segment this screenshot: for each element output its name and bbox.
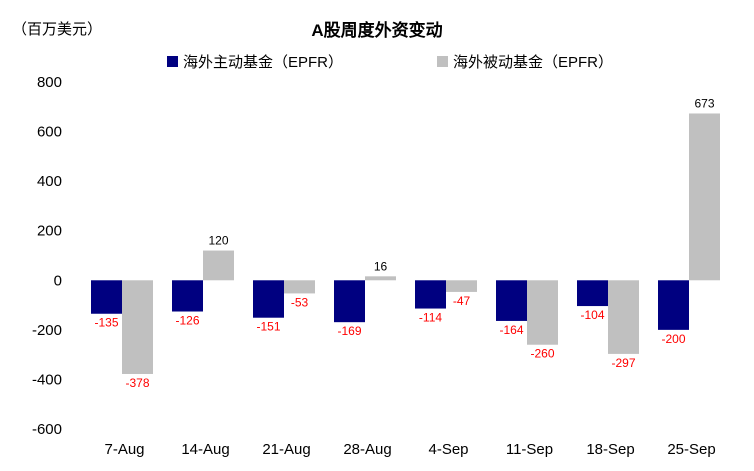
data-label: -297 <box>611 356 635 370</box>
bar-passive <box>608 280 639 354</box>
legend-label-passive: 海外被动基金（EPFR） <box>453 54 613 71</box>
x-tick-label: 28-Aug <box>343 441 391 458</box>
data-label: -151 <box>256 320 280 334</box>
x-tick-label: 25-Sep <box>667 441 715 458</box>
x-tick-label: 18-Sep <box>586 441 634 458</box>
bar-passive <box>365 276 396 281</box>
x-axis: 7-Aug 14-Aug 21-Aug 28-Aug 4-Sep 11-Sep 18-Sep… <box>104 441 715 458</box>
y-tick-label: 600 <box>37 124 62 141</box>
legend-swatch-passive <box>437 56 448 67</box>
data-label: 120 <box>208 234 228 248</box>
data-label: -53 <box>291 295 309 309</box>
bar-passive <box>122 280 153 374</box>
data-labels: -135-378-126120-151-53-16916-114-47-164-… <box>94 96 714 389</box>
bar-passive <box>203 250 234 281</box>
chart-title: A股周度外资变动 <box>311 20 442 40</box>
y-tick-label: 200 <box>37 223 62 240</box>
bars <box>91 113 720 374</box>
x-tick-label: 14-Aug <box>181 441 229 458</box>
data-label: 673 <box>694 96 714 110</box>
x-tick-label: 11-Sep <box>506 441 553 458</box>
data-label: -114 <box>419 311 442 325</box>
y-tick-label: -200 <box>32 322 62 339</box>
bar-active <box>253 280 284 318</box>
bar-active <box>415 280 446 309</box>
legend-label-active: 海外主动基金（EPFR） <box>183 54 343 71</box>
bar-active <box>91 280 122 314</box>
data-label: -47 <box>453 294 471 308</box>
data-label: -200 <box>661 332 685 346</box>
y-axis: 800 600 400 200 0 -200 -400 -600 <box>32 74 62 438</box>
y-tick-label: 0 <box>54 272 62 289</box>
bar-passive <box>446 280 477 292</box>
legend: 海外主动基金（EPFR） 海外被动基金（EPFR） <box>167 54 613 71</box>
y-tick-label: 400 <box>37 173 62 190</box>
bar-active <box>334 280 365 323</box>
data-label: -126 <box>175 314 199 328</box>
data-label: -135 <box>94 316 118 330</box>
data-label: -260 <box>530 347 554 361</box>
x-tick-label: 4-Sep <box>428 441 468 458</box>
legend-swatch-active <box>167 56 178 67</box>
bar-active <box>496 280 527 321</box>
unit-label: （百万美元） <box>12 21 102 38</box>
data-label: -164 <box>499 323 523 337</box>
bar-active <box>577 280 608 307</box>
bar-passive <box>284 280 315 294</box>
bar-passive <box>689 113 720 281</box>
x-tick-label: 7-Aug <box>104 441 144 458</box>
bar-active <box>172 280 203 312</box>
y-tick-label: 800 <box>37 74 62 91</box>
data-label: -104 <box>580 308 604 322</box>
bar-active <box>658 280 689 330</box>
y-tick-label: -600 <box>32 421 62 438</box>
data-label: -169 <box>337 324 361 338</box>
x-tick-label: 21-Aug <box>262 441 310 458</box>
y-tick-label: -400 <box>32 371 62 388</box>
bar-passive <box>527 280 558 345</box>
data-label: -378 <box>125 376 149 390</box>
data-label: 16 <box>374 259 388 273</box>
